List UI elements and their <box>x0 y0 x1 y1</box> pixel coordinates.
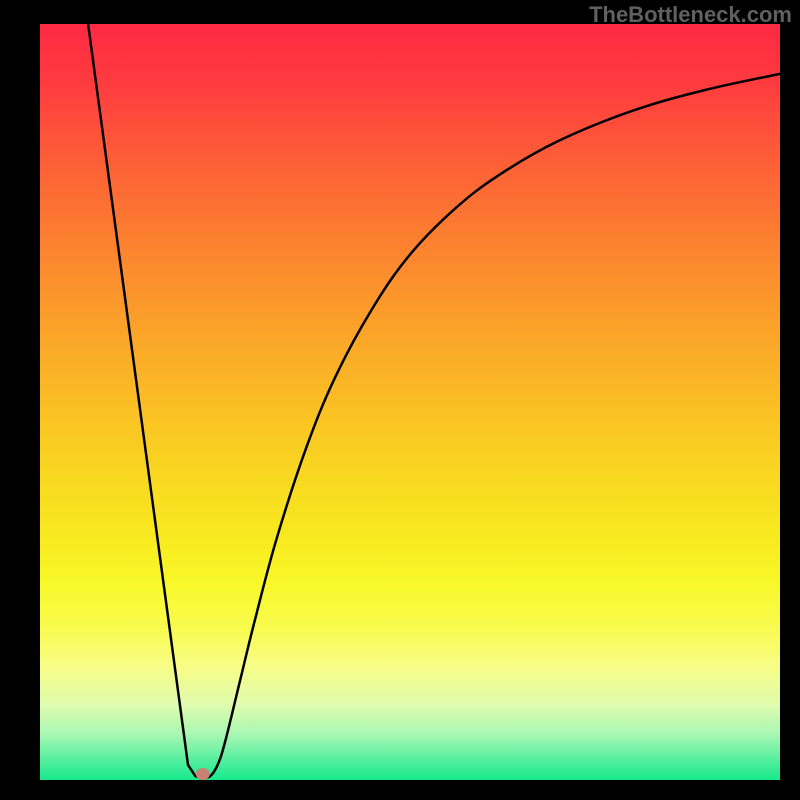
frame-bottom <box>0 780 800 800</box>
frame-right <box>780 0 800 800</box>
attribution-text: TheBottleneck.com <box>589 2 792 28</box>
plot-background <box>40 24 780 780</box>
chart-container: TheBottleneck.com <box>0 0 800 800</box>
frame-left <box>0 0 40 800</box>
chart-svg <box>0 0 800 800</box>
optimal-point-marker <box>196 768 210 780</box>
